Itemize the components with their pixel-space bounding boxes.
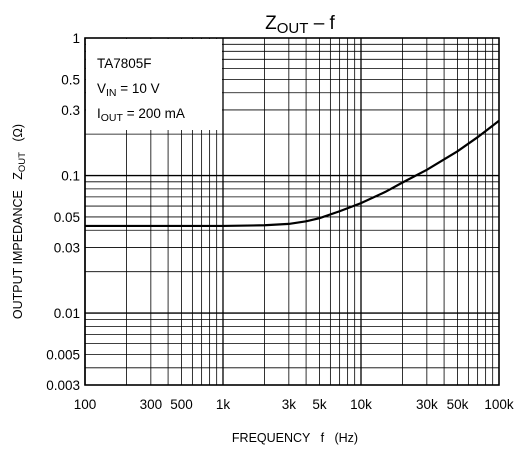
iout-main: I: [97, 106, 101, 121]
condition-box-background: [86, 39, 222, 130]
y-axis-label-sub: OUT: [17, 152, 28, 172]
iout-rest: = 200 mA: [123, 106, 185, 121]
y-tick-label: 0.005: [46, 347, 80, 362]
x-tick-labels: 100 300 500 1k 3k 5k 10k 30k 50k 100k: [74, 397, 514, 412]
x-tick-label: 3k: [282, 397, 297, 412]
x-tick-label: 500: [170, 397, 193, 412]
y-axis-label-unit-gap: [11, 142, 25, 152]
x-tick-label: 100k: [484, 397, 514, 412]
vin-rest: = 10 V: [117, 81, 160, 96]
vin-main: V: [97, 81, 106, 96]
x-tick-label: 30k: [416, 397, 438, 412]
y-tick-label: 0.01: [54, 306, 80, 321]
y-tick-label: 0.3: [61, 103, 80, 118]
y-axis-label-unit: (Ω): [11, 124, 25, 142]
y-tick-label: 0.1: [61, 169, 80, 184]
y-tick-label: 1: [72, 31, 80, 46]
vin-sub: IN: [106, 87, 117, 99]
x-tick-label: 1k: [216, 397, 231, 412]
vin-label: VIN = 10 V: [97, 81, 160, 99]
iout-label: IOUT = 200 mA: [97, 106, 185, 124]
x-tick-label: 50k: [447, 397, 469, 412]
x-axis-label: FREQUENCY f (Hz): [232, 431, 358, 445]
x-tick-label: 100: [74, 397, 97, 412]
y-axis-label-main: OUTPUT IMPEDANCE Z: [11, 172, 25, 319]
x-tick-label: 10k: [350, 397, 372, 412]
y-tick-label: 0.003: [46, 378, 80, 393]
plot-frame: [84, 37, 500, 386]
chart-title-main: Z: [265, 13, 277, 34]
chart-title-sub: OUT: [277, 20, 309, 37]
device-label: TA7805F: [97, 56, 152, 71]
x-tick-label: 300: [140, 397, 163, 412]
iout-sub: OUT: [101, 112, 124, 124]
condition-box: TA7805F VIN = 10 V IOUT = 200 mA: [86, 39, 222, 130]
y-axis-label: OUTPUT IMPEDANCE ZOUT (Ω): [11, 114, 28, 337]
y-tick-label: 0.05: [54, 210, 80, 225]
zout-curve: [85, 119, 500, 228]
y-tick-labels: 1 0.5 0.3 0.1 0.05 0.03 0.01 0.005 0.003: [46, 31, 80, 393]
y-tick-label: 0.5: [61, 72, 80, 87]
x-tick-label: 5k: [312, 397, 327, 412]
y-tick-label: 0.03: [54, 240, 80, 255]
chart-title: ZOUT – f: [265, 13, 335, 37]
chart-title-suffix: – f: [308, 13, 335, 34]
